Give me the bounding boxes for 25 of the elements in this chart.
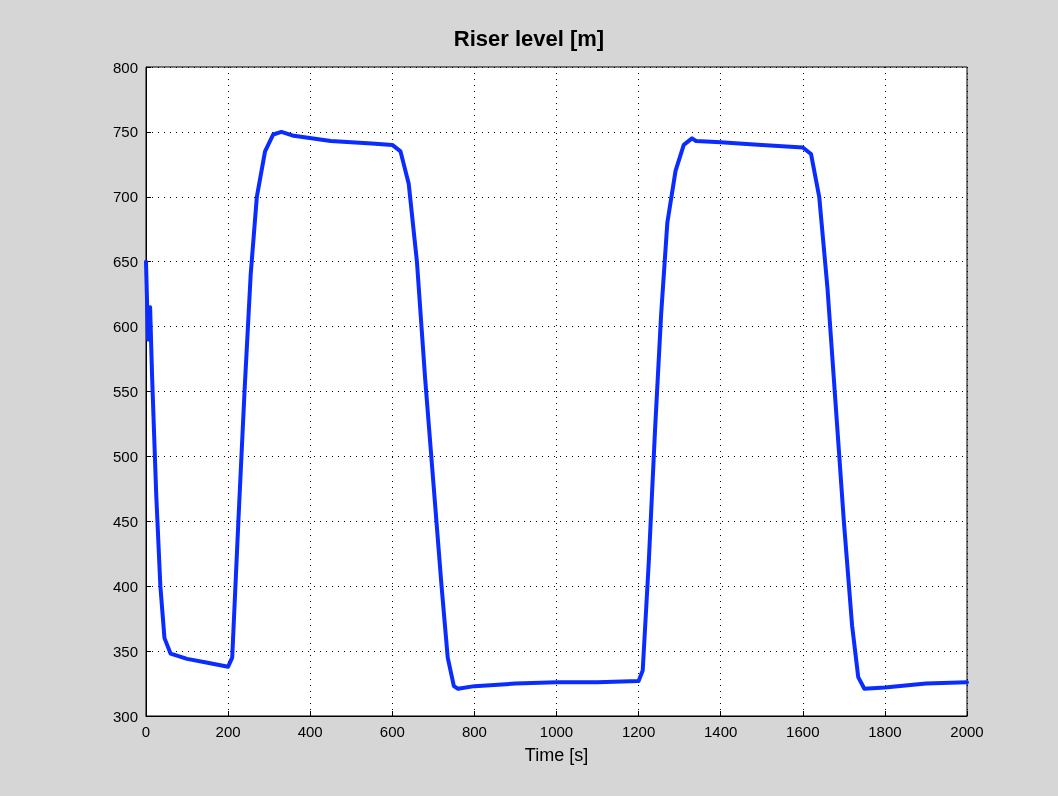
line-series: [144, 129, 969, 691]
x-tick-label: 1200: [621, 723, 656, 740]
y-tick-label: 500: [112, 447, 138, 465]
x-tick-label: 400: [297, 723, 323, 740]
x-tick-label: 0: [141, 723, 151, 740]
y-tick-label: 600: [112, 318, 138, 336]
y-tick-label: 650: [112, 253, 138, 271]
x-tick-label: 1800: [868, 723, 902, 740]
chart-title: Riser level [m]: [453, 25, 605, 51]
x-tick-label: 1600: [786, 723, 820, 740]
y-tick-label: 550: [112, 383, 138, 400]
x-tick-label: 1000: [539, 723, 574, 740]
y-tick-label: 800: [112, 58, 138, 76]
x-tick-label: 800: [461, 723, 487, 740]
y-tick-label: 300: [112, 707, 138, 725]
x-tick-label: 200: [215, 723, 241, 740]
y-tick-label: 400: [112, 577, 138, 595]
x-tick-label: 600: [379, 723, 405, 740]
y-tick-label: 750: [112, 123, 138, 141]
y-tick-label: 700: [112, 188, 138, 206]
x-axis-title: Time [s]: [524, 745, 589, 765]
x-tick-label: 2000: [950, 723, 984, 740]
y-tick-label: 350: [112, 642, 138, 660]
y-tick-label: 450: [112, 512, 138, 530]
x-tick-label: 1400: [704, 723, 738, 740]
